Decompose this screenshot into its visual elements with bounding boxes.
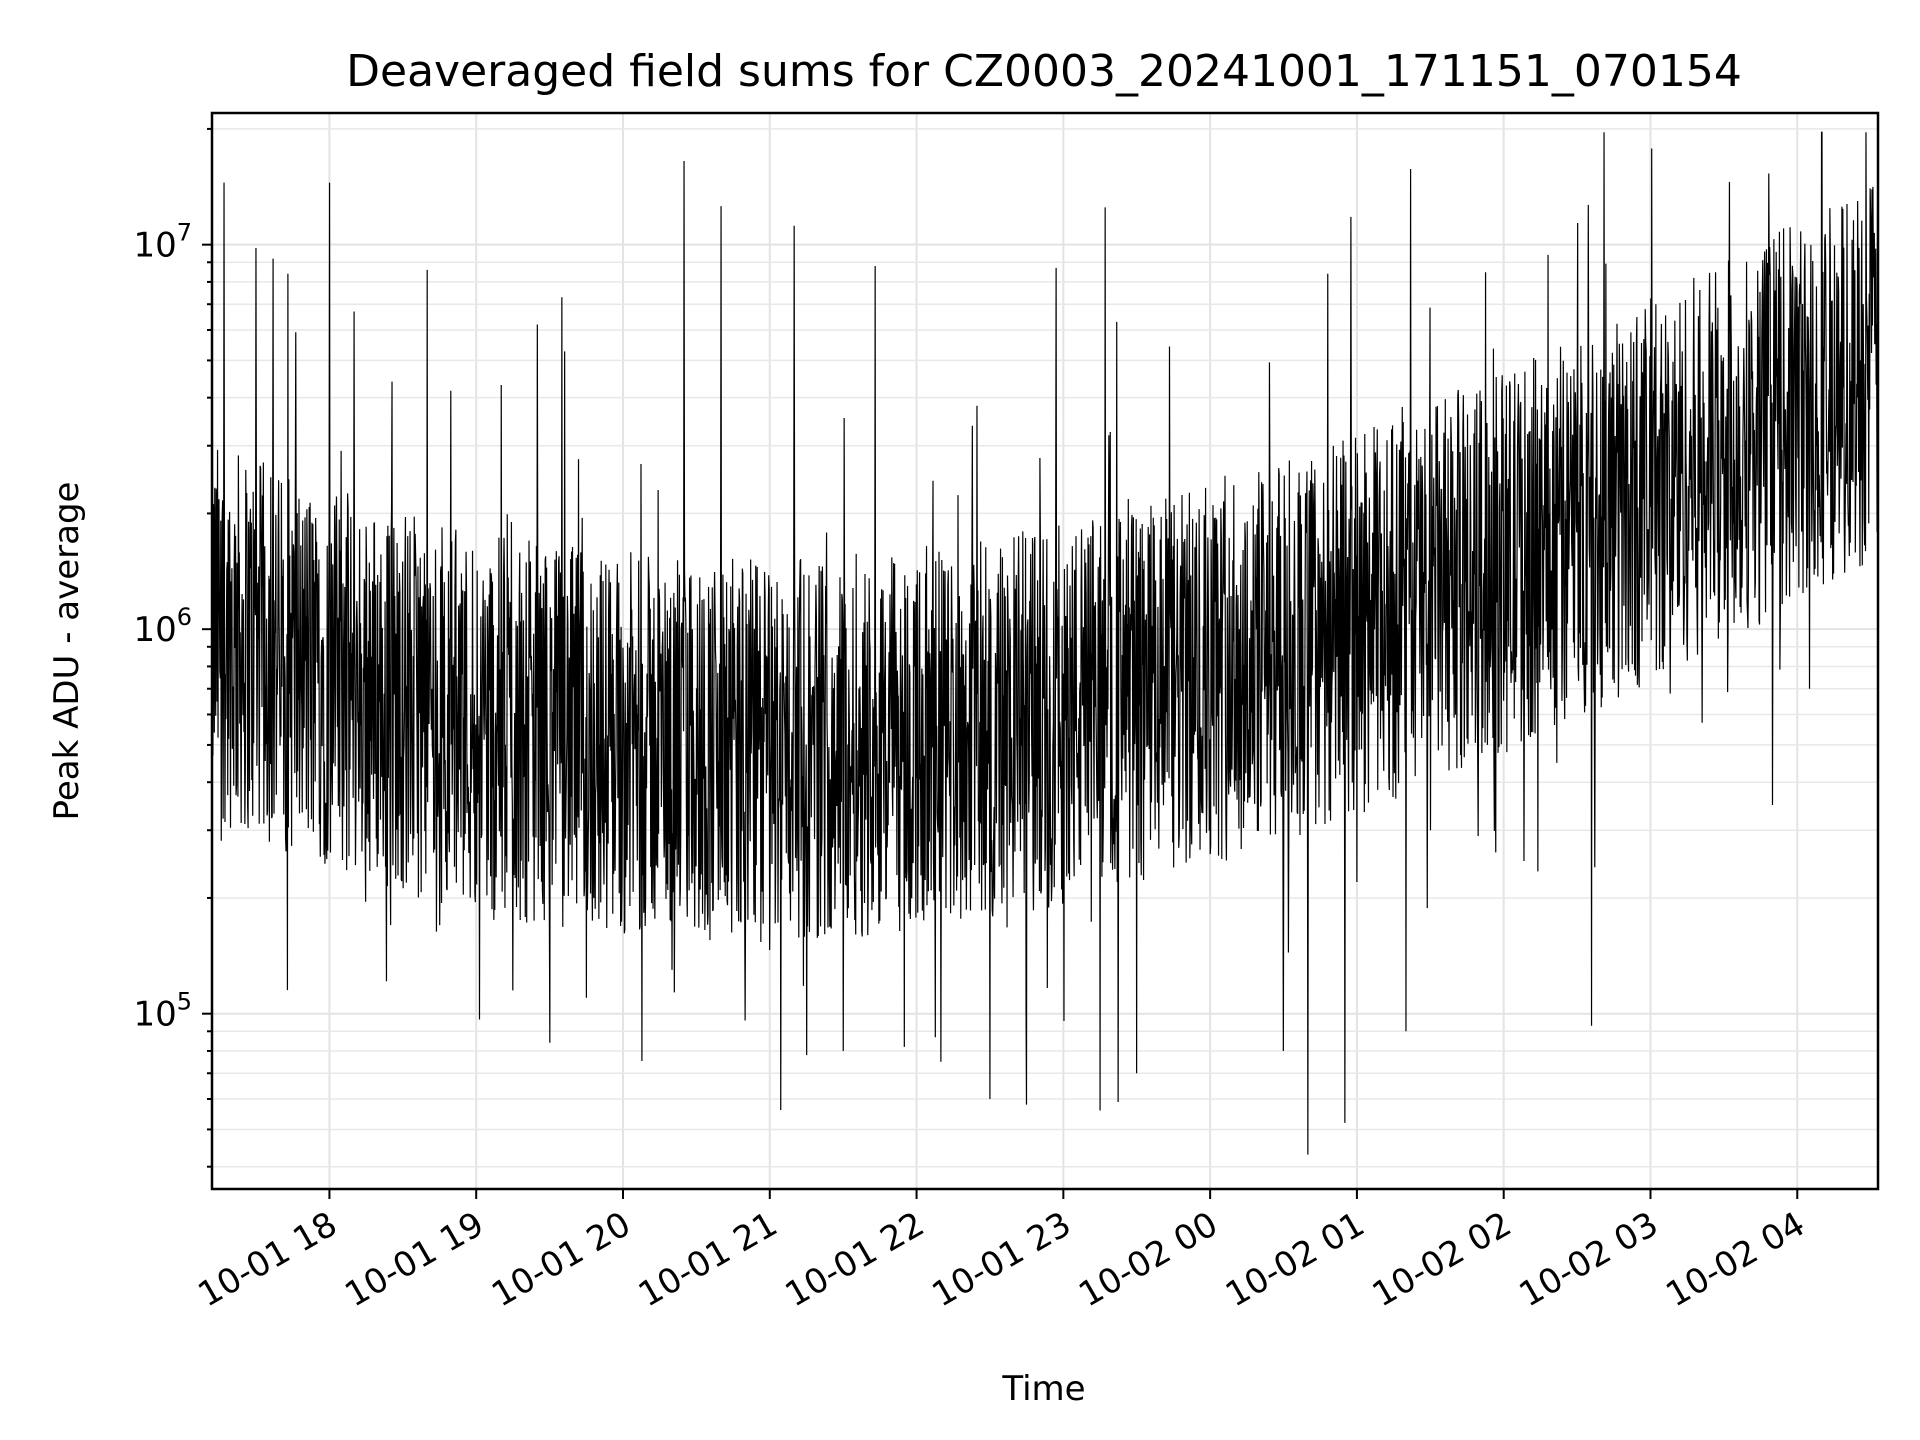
x-tick-label: 10-01 22 [779,1204,931,1315]
x-tick-label: 10-02 01 [1219,1204,1371,1315]
y-tick-label: 106 [133,603,192,650]
x-tick-label: 10-02 04 [1659,1204,1811,1315]
y-tick-label: 105 [133,988,192,1035]
plot-frame [210,111,1880,1191]
x-tick-label: 10-01 18 [192,1204,344,1315]
series-line [211,131,1879,1155]
y-axis-label: Peak ADU - average [47,482,87,821]
x-tick-label: 10-01 23 [925,1204,1077,1315]
x-tick-label: 10-01 20 [485,1204,637,1315]
x-tick-label: 10-01 21 [632,1204,784,1315]
x-tick-label: 10-02 02 [1366,1204,1518,1315]
x-tick-label: 10-02 03 [1513,1204,1665,1315]
y-axis-ticks: 105 106 107 [133,127,212,1168]
x-axis-label: Time [1001,1369,1085,1409]
chart-title: Deaveraged field sums for CZ0003_2024100… [346,46,1742,97]
y-tick-label: 107 [133,219,192,266]
series-layer [211,131,1879,1155]
x-tick-label: 10-02 00 [1072,1204,1224,1315]
x-tick-label: 10-01 19 [338,1204,490,1315]
